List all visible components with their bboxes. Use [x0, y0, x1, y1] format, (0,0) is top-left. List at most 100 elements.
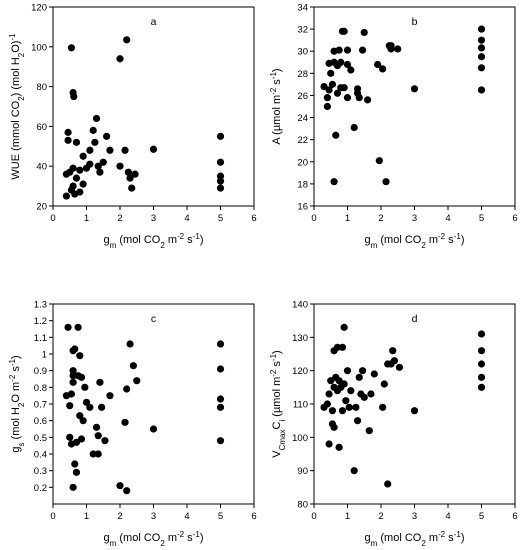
y-tick-label: 32	[297, 25, 308, 36]
x-tick-label: 6	[251, 511, 256, 522]
data-point	[128, 184, 136, 192]
data-point	[123, 36, 131, 44]
data-point	[375, 157, 383, 165]
x-tick-label: 3	[412, 213, 417, 224]
data-point	[323, 94, 331, 102]
y-tick-label: 1.1	[34, 333, 47, 344]
x-tick-label: 3	[151, 213, 156, 224]
data-point	[216, 158, 225, 166]
x-tick-label: 2	[117, 213, 122, 224]
data-point	[97, 403, 106, 411]
data-point	[94, 432, 102, 440]
data-point	[216, 403, 225, 411]
x-axis-label: gm (mol CO2 m-2 s-1)	[365, 232, 465, 250]
y-tick-label: 0.7	[34, 400, 47, 411]
x-tick-label: 2	[378, 511, 383, 522]
chart-panel-a: 0 1 2 3 4 5 6 20 40 60 80 100 120 a gm (mol CO2 m-2 s-…	[8, 3, 257, 250]
data-point	[387, 42, 395, 50]
data-point	[69, 367, 77, 375]
data-point	[340, 27, 348, 35]
data-point	[367, 390, 375, 398]
x-tick-label: 4	[445, 511, 450, 522]
data-point	[477, 373, 486, 381]
data-point	[216, 177, 225, 185]
y-tick-label: 40	[36, 162, 47, 173]
panel-letter: b	[412, 16, 418, 28]
data-point	[325, 390, 333, 398]
chart-panel-d: 0 1 2 3 4 5 6 80 90 100 110 120 130 140 d gm (mol CO2 m…	[269, 300, 518, 548]
plot-frame	[313, 6, 516, 207]
y-tick-label: 1.2	[34, 316, 47, 327]
data-point	[325, 440, 333, 448]
data-point	[328, 80, 337, 88]
data-point	[477, 347, 486, 355]
data-point	[92, 114, 101, 123]
y-tick-label: 110	[293, 400, 308, 411]
data-point	[323, 400, 331, 408]
data-point	[106, 146, 114, 154]
data-point	[328, 407, 337, 415]
data-point	[338, 407, 347, 415]
y-tick-label: 22	[297, 135, 308, 146]
x-tick-label: 0	[50, 511, 55, 522]
x-tick-label: 2	[117, 511, 122, 522]
data-point	[72, 174, 81, 182]
data-point	[338, 343, 347, 351]
data-point	[66, 402, 74, 410]
data-point	[76, 166, 84, 174]
x-tick-label: 4	[184, 511, 189, 522]
y-tick-label: 34	[297, 3, 308, 14]
panel-letter: c	[151, 313, 156, 325]
y-tick-label: 30	[297, 47, 308, 58]
data-point	[379, 65, 387, 73]
x-tick-label: 6	[512, 213, 517, 224]
data-point	[340, 84, 348, 92]
data-point	[330, 423, 338, 431]
data-point	[94, 162, 102, 170]
data-point	[370, 370, 378, 378]
data-point	[355, 373, 363, 381]
data-point	[69, 378, 77, 386]
data-point	[101, 437, 109, 445]
x-tick-label: 1	[345, 213, 350, 224]
y-tick-label: 100	[292, 433, 308, 444]
data-point	[216, 184, 225, 192]
data-point	[374, 60, 382, 69]
data-point	[76, 188, 84, 196]
data-point	[340, 323, 348, 331]
data-point	[92, 423, 101, 431]
data-point	[342, 397, 350, 405]
data-point	[477, 360, 486, 368]
data-point	[216, 365, 225, 373]
y-tick-label: 18	[297, 179, 308, 190]
x-tick-label: 2	[378, 213, 383, 224]
data-point	[72, 138, 81, 146]
data-point	[343, 60, 352, 69]
data-point	[126, 174, 134, 182]
y-tick-label: 0.9	[34, 366, 47, 377]
data-point	[216, 395, 225, 403]
data-point	[69, 372, 77, 380]
data-point	[364, 96, 372, 104]
x-tick-label: 6	[251, 213, 256, 224]
data-point	[216, 437, 225, 445]
y-axis-label: VCmaxCi (µmol m-2 s-1)	[269, 350, 287, 457]
data-point	[350, 123, 358, 132]
y-tick-label: 0.6	[34, 416, 47, 427]
data-point	[76, 352, 84, 360]
data-point	[335, 46, 343, 54]
data-point	[86, 146, 94, 154]
y-tick-label: 20	[297, 157, 308, 168]
data-point	[355, 94, 363, 102]
y-tick-label: 0.3	[34, 466, 47, 477]
data-point	[410, 407, 419, 415]
data-point	[72, 468, 81, 476]
data-point	[380, 380, 388, 388]
data-point	[477, 44, 486, 52]
data-point	[96, 168, 104, 176]
data-point	[149, 145, 158, 153]
data-point	[323, 102, 331, 111]
x-tick-label: 5	[479, 213, 484, 224]
data-point	[216, 172, 225, 180]
data-point	[116, 482, 124, 490]
